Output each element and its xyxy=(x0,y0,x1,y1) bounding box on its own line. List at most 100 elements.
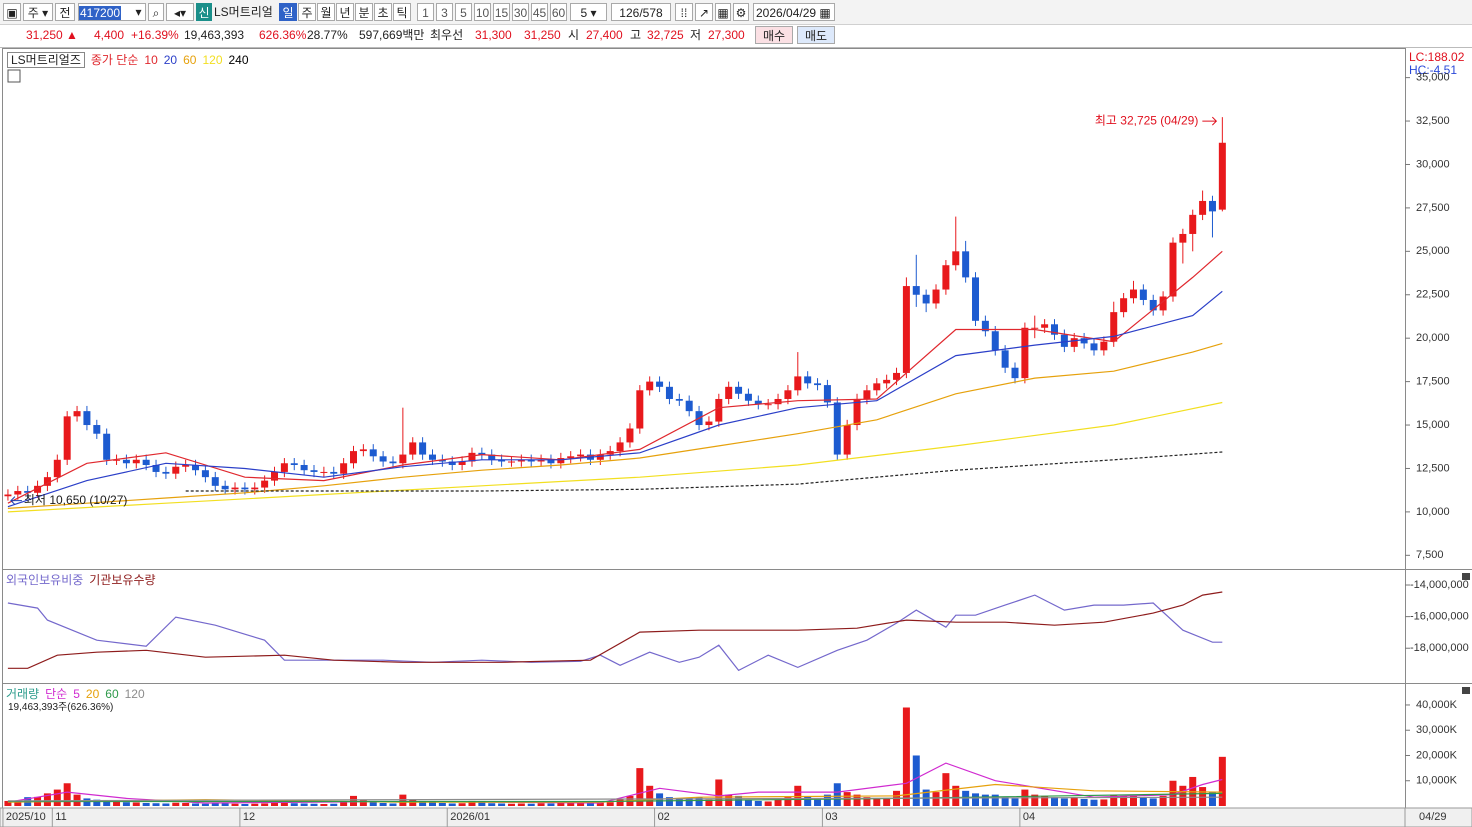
y-tick-label: 12,500 xyxy=(1416,462,1450,474)
legend-entry[interactable]: 60 xyxy=(105,686,119,701)
legend-entry[interactable]: 20 xyxy=(163,52,178,67)
legend-entry[interactable]: 120 xyxy=(124,686,145,701)
volume-bar xyxy=(537,803,545,806)
candle-body xyxy=(754,400,762,405)
candle-body xyxy=(251,487,259,490)
interval-button[interactable]: 45 xyxy=(531,3,548,21)
panel-icon[interactable] xyxy=(1462,687,1470,694)
hc-label: HC:-4.51 xyxy=(1409,63,1457,77)
legend-entry[interactable]: 외국인보유비중 xyxy=(6,573,84,587)
period-button[interactable]: 분 xyxy=(355,3,373,21)
bid: 31,250 xyxy=(524,28,561,42)
candle-body xyxy=(557,458,565,464)
candle-body xyxy=(300,464,308,471)
volume-bar xyxy=(567,802,575,806)
period-button[interactable]: 일 xyxy=(279,3,297,21)
volume-bar xyxy=(715,779,723,806)
interval-button[interactable]: 15 xyxy=(493,3,510,21)
price-legend: LS머트리얼즈 종가 단순 10 20 60 120 240 xyxy=(7,51,249,68)
legend-entry[interactable]: 120 xyxy=(202,52,223,67)
legend-entry[interactable]: 5 xyxy=(73,686,80,701)
period-button[interactable]: 틱 xyxy=(393,3,411,21)
ma-line xyxy=(7,594,1223,672)
sound-button[interactable]: ◂▾ xyxy=(166,3,194,21)
open: 27,400 xyxy=(586,28,623,42)
volume-bar xyxy=(705,799,713,806)
volume-bar xyxy=(1218,756,1226,806)
candle-body xyxy=(428,454,436,460)
candle-body xyxy=(972,277,980,321)
search-button[interactable]: ⌕ xyxy=(148,3,164,21)
y-tick-label: 10,000 xyxy=(1416,506,1450,518)
period-button[interactable]: 초 xyxy=(374,3,392,21)
interval-button[interactable]: 60 xyxy=(550,3,567,21)
candle-body xyxy=(192,464,200,471)
y-tick-label: 7,500 xyxy=(1416,549,1444,561)
x-tick-label: 2026/01 xyxy=(450,811,490,823)
interval-button[interactable]: 5 xyxy=(455,3,472,21)
volume-bar xyxy=(932,792,940,806)
legend-entry[interactable]: 240 xyxy=(228,52,249,67)
stock-legend[interactable]: LS머트리얼즈 xyxy=(7,51,85,68)
tool-icon[interactable]: ↗ xyxy=(695,3,713,21)
candle-body xyxy=(419,442,427,455)
info-bar: 31,250 ▲ 4,400 +16.39% 19,463,393 626.36… xyxy=(0,25,1472,48)
count-select[interactable]: 5 ▾ xyxy=(570,3,607,21)
volume-bar xyxy=(912,755,920,806)
menu-icon[interactable]: ▣ xyxy=(3,3,21,21)
low-label: 저 xyxy=(690,28,702,42)
volume-bar xyxy=(804,796,812,806)
volume-bar xyxy=(1169,780,1177,806)
volume-bar xyxy=(1001,797,1009,806)
candle-body xyxy=(310,470,318,472)
legend-entry[interactable]: 기관보유수량 xyxy=(89,573,156,587)
period-button[interactable]: 월 xyxy=(317,3,335,21)
ma-line xyxy=(7,342,1223,509)
legend-entry[interactable]: 60 xyxy=(183,52,197,67)
candle-body xyxy=(774,398,782,405)
volume-bar xyxy=(1060,798,1068,806)
sell-button[interactable]: 매도 xyxy=(797,26,835,44)
code-input[interactable]: 417200 xyxy=(78,3,146,21)
date-input[interactable]: 2026/04/29 ▦ xyxy=(753,3,835,21)
candle-body xyxy=(458,461,466,465)
volume-bar xyxy=(369,801,377,806)
code-dropdown[interactable]: ▾ xyxy=(135,5,142,19)
candle-body xyxy=(389,461,397,464)
type-select[interactable]: 주 ▾ xyxy=(23,3,53,21)
interval-button[interactable]: 3 xyxy=(436,3,453,21)
volume-bar xyxy=(646,785,654,806)
legend-entry[interactable]: 10 xyxy=(144,52,158,67)
volume-bar xyxy=(399,794,407,806)
volume-bar xyxy=(43,793,51,806)
candle-body xyxy=(162,471,170,474)
indicator-legend: 외국인보유비중 기관보유수량 xyxy=(6,571,156,588)
tool-icon[interactable]: ▦ xyxy=(715,3,731,21)
high-label: 고 xyxy=(630,28,642,42)
y-tick-label: 20,000 xyxy=(1416,332,1450,344)
candle-body xyxy=(201,470,209,478)
interval-button[interactable]: 30 xyxy=(512,3,529,21)
interval-button[interactable]: 10 xyxy=(474,3,491,21)
grid-icon[interactable] xyxy=(7,69,21,83)
candle-body xyxy=(14,491,22,495)
candle-body xyxy=(1149,299,1157,311)
candle-body xyxy=(596,454,604,460)
candle-body xyxy=(280,463,288,472)
volume-legend: 거래량 단순 5 20 60 120 xyxy=(6,685,145,702)
interval-button[interactable]: 1 xyxy=(417,3,434,21)
volume-bar xyxy=(428,802,436,806)
tool-icon[interactable]: ⁞⁞ xyxy=(675,3,693,21)
x-tick-label: 2025/10 xyxy=(6,811,46,823)
prev-button[interactable]: 전 xyxy=(55,3,75,21)
legend-entry[interactable]: 20 xyxy=(85,686,100,701)
ma-line xyxy=(7,792,1223,803)
candle-body xyxy=(498,459,506,462)
candle-body xyxy=(893,372,901,380)
period-button[interactable]: 주 xyxy=(298,3,316,21)
settings-icon[interactable]: ⚙ xyxy=(733,3,749,21)
panel-icon[interactable] xyxy=(1462,573,1470,580)
period-button[interactable]: 년 xyxy=(336,3,354,21)
buy-button[interactable]: 매수 xyxy=(755,26,793,44)
candle-body xyxy=(1031,327,1039,329)
